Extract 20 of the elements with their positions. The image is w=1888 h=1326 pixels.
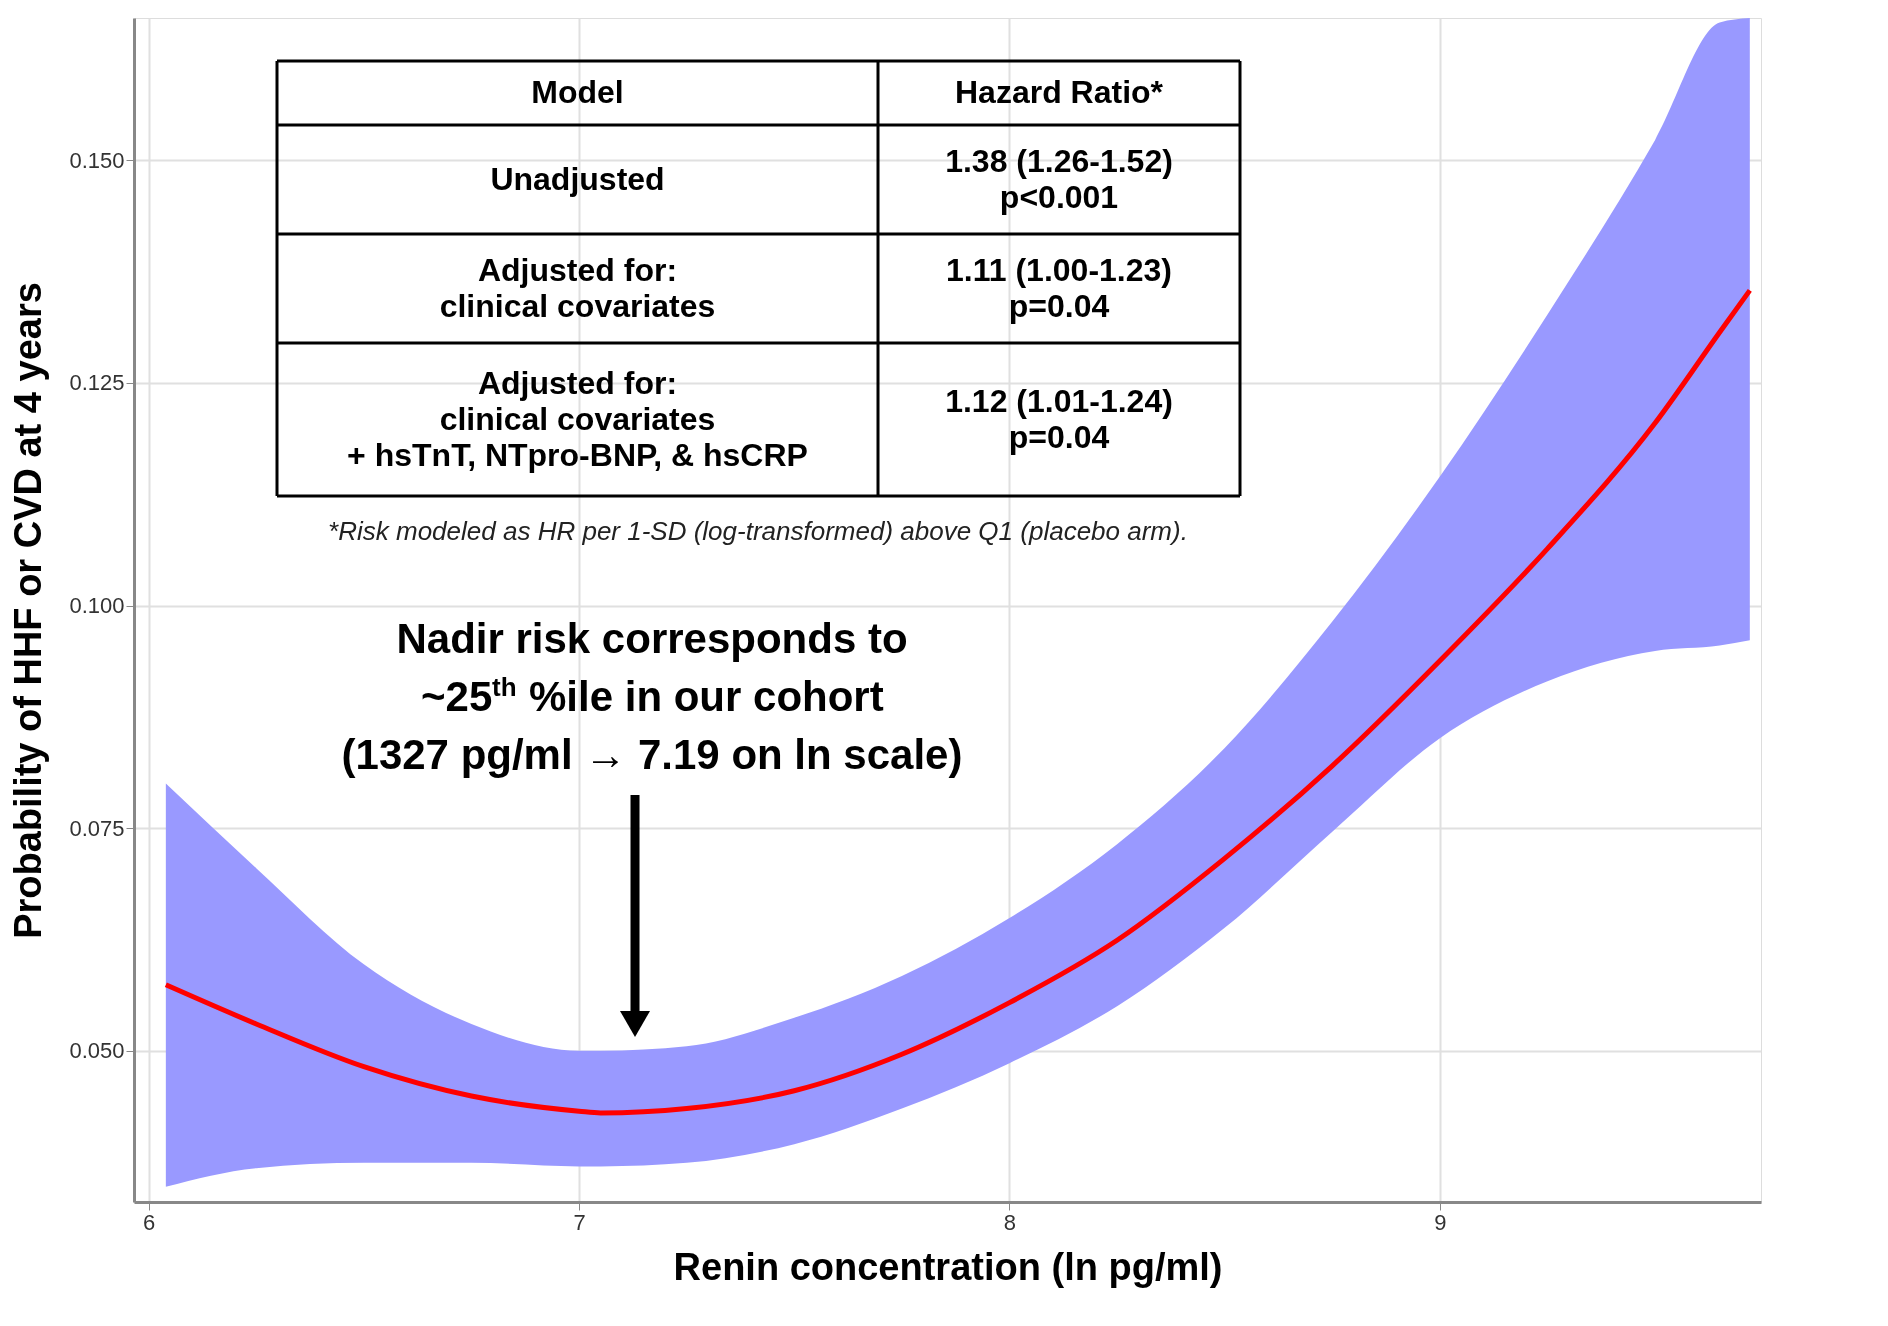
annotation: Adjusted for: clinical covariates + hsTnT, NTpro-BNP, & hsCRP [347, 364, 808, 473]
y-tick-label: 0.125 [69, 370, 125, 396]
x-tick-label: 6 [143, 1209, 156, 1235]
y-tick-label: 0.100 [69, 593, 125, 619]
annotation: Unadjusted [490, 160, 665, 197]
annotation: Adjusted for: clinical covariates [439, 251, 716, 324]
y-tick-label: 0.050 [69, 1038, 125, 1064]
y-axis-title: Probability of HHF or CVD at 4 years [7, 282, 50, 939]
y-tick-label: 0.075 [69, 815, 125, 841]
annotation: Model [531, 74, 624, 110]
x-tick-label: 8 [1003, 1209, 1017, 1235]
x-tick-label: 9 [1434, 1209, 1447, 1235]
annotation: Hazard Ratio* [954, 74, 1164, 110]
y-tick-label: 0.150 [69, 147, 125, 173]
x-tick-label: 7 [573, 1209, 586, 1235]
x-axis-title: Renin concentration (ln pg/ml) [673, 1245, 1223, 1288]
annotation: 1.38 (1.26-1.52) p<0.001 [945, 142, 1173, 215]
annotation: *Risk modeled as HR per 1-SD (log-transformed) above Q1 (placebo arm). [328, 516, 1188, 546]
annotation: 1.11 (1.00-1.23) p=0.04 [946, 251, 1172, 324]
annotation: 1.12 (1.01-1.24) p=0.04 [945, 382, 1173, 455]
